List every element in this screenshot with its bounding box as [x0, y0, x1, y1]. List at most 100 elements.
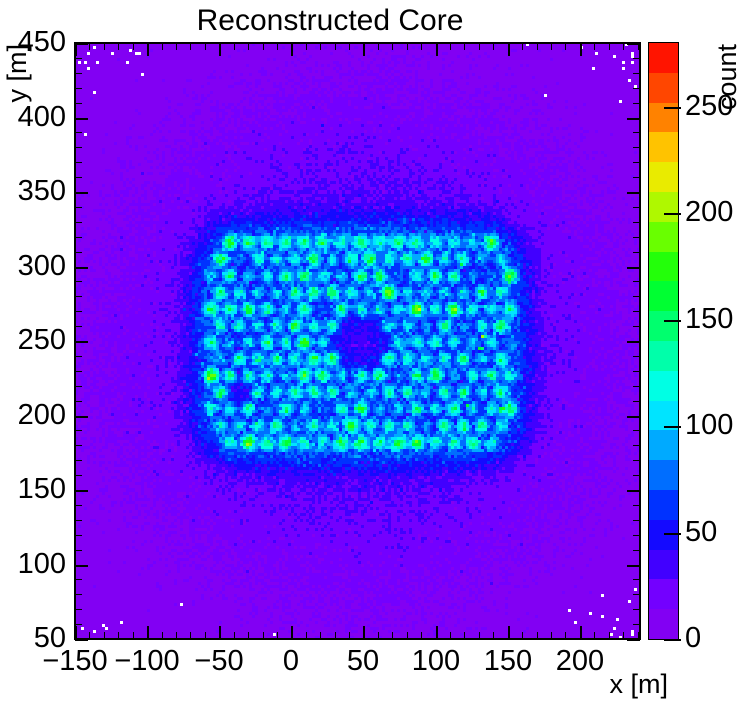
y-tick-minor [75, 281, 82, 282]
x-tick-major [363, 626, 365, 639]
heatmap-canvas [75, 43, 640, 639]
y-tick-minor-right [633, 550, 640, 551]
x-tick-minor [349, 632, 350, 639]
x-tick-minor [176, 632, 177, 639]
x-tick-major-top [75, 43, 77, 56]
x-tick-minor-top [349, 43, 350, 50]
y-tick-minor [75, 88, 82, 89]
y-tick-label: 100 [17, 548, 66, 580]
x-tick-minor [537, 632, 538, 639]
x-tick-minor-top [162, 43, 163, 50]
y-tick-major [75, 639, 88, 641]
y-tick-major [75, 43, 88, 45]
y-tick-minor-right [633, 356, 640, 357]
x-tick-minor [320, 632, 321, 639]
y-tick-minor [75, 371, 82, 372]
z-tick-major [664, 213, 681, 215]
z-tick-label: 150 [685, 303, 734, 335]
y-tick-major [75, 192, 88, 194]
y-tick-major-right [627, 416, 640, 418]
z-tick-major [664, 107, 681, 109]
y-tick-minor [75, 162, 82, 163]
x-tick-minor [104, 632, 105, 639]
x-tick-minor-top [392, 43, 393, 50]
y-tick-minor-right [633, 177, 640, 178]
x-tick-label: 0 [282, 645, 300, 677]
y-tick-minor [75, 624, 82, 625]
y-tick-major [75, 341, 88, 343]
y-tick-minor [75, 326, 82, 327]
color-scale-canvas [649, 43, 678, 639]
x-tick-minor [133, 632, 134, 639]
x-tick-major [147, 626, 149, 639]
y-tick-label: 200 [17, 399, 66, 431]
y-tick-minor [75, 73, 82, 74]
x-tick-minor [464, 632, 465, 639]
y-tick-minor [75, 520, 82, 521]
y-tick-major-right [627, 565, 640, 567]
z-tick-major [664, 426, 681, 428]
x-tick-major-top [436, 43, 438, 56]
x-tick-minor-top [277, 43, 278, 50]
y-tick-major [75, 490, 88, 492]
y-tick-minor-right [633, 147, 640, 148]
y-tick-label: 400 [17, 101, 66, 133]
x-tick-minor [190, 632, 191, 639]
x-tick-minor-top [609, 43, 610, 50]
y-tick-major [75, 267, 88, 269]
x-tick-minor-top [320, 43, 321, 50]
x-tick-label: 150 [483, 645, 533, 677]
x-tick-label: 100 [411, 645, 461, 677]
y-tick-minor-right [633, 430, 640, 431]
x-tick-major [436, 626, 438, 639]
y-tick-minor-right [633, 237, 640, 238]
x-tick-minor [407, 632, 408, 639]
y-tick-minor-right [633, 579, 640, 580]
y-tick-minor [75, 222, 82, 223]
x-tick-minor-top [133, 43, 134, 50]
x-tick-major [291, 626, 293, 639]
y-tick-minor [75, 132, 82, 133]
y-tick-major [75, 416, 88, 418]
x-tick-minor-top [623, 43, 624, 50]
y-tick-label: 300 [17, 250, 66, 282]
y-tick-major [75, 118, 88, 120]
x-tick-major-top [508, 43, 510, 56]
y-tick-major-right [627, 43, 640, 45]
y-tick-minor-right [633, 609, 640, 610]
x-tick-minor [205, 632, 206, 639]
y-tick-minor-right [633, 326, 640, 327]
y-tick-minor-right [633, 520, 640, 521]
y-tick-major-right [627, 341, 640, 343]
y-tick-minor-right [633, 222, 640, 223]
x-tick-label: −50 [194, 645, 244, 677]
y-tick-minor-right [633, 505, 640, 506]
y-tick-minor-right [633, 386, 640, 387]
x-tick-minor-top [89, 43, 90, 50]
y-tick-minor-right [633, 475, 640, 476]
x-tick-major-top [147, 43, 149, 56]
x-tick-minor-top [464, 43, 465, 50]
x-tick-minor [479, 632, 480, 639]
x-tick-minor-top [306, 43, 307, 50]
x-tick-minor-top [407, 43, 408, 50]
y-tick-minor [75, 58, 82, 59]
x-tick-minor [493, 632, 494, 639]
x-tick-minor-top [176, 43, 177, 50]
z-tick-major [664, 320, 681, 322]
y-tick-minor-right [633, 58, 640, 59]
x-tick-minor [263, 632, 264, 639]
x-tick-minor-top [565, 43, 566, 50]
x-tick-minor-top [537, 43, 538, 50]
y-tick-minor-right [633, 132, 640, 133]
x-tick-minor [450, 632, 451, 639]
x-tick-minor [609, 632, 610, 639]
y-tick-major-right [627, 639, 640, 641]
y-tick-major-right [627, 118, 640, 120]
y-tick-minor [75, 550, 82, 551]
x-tick-minor-top [450, 43, 451, 50]
x-tick-major [219, 626, 221, 639]
x-tick-major-top [363, 43, 365, 56]
y-tick-minor [75, 594, 82, 595]
